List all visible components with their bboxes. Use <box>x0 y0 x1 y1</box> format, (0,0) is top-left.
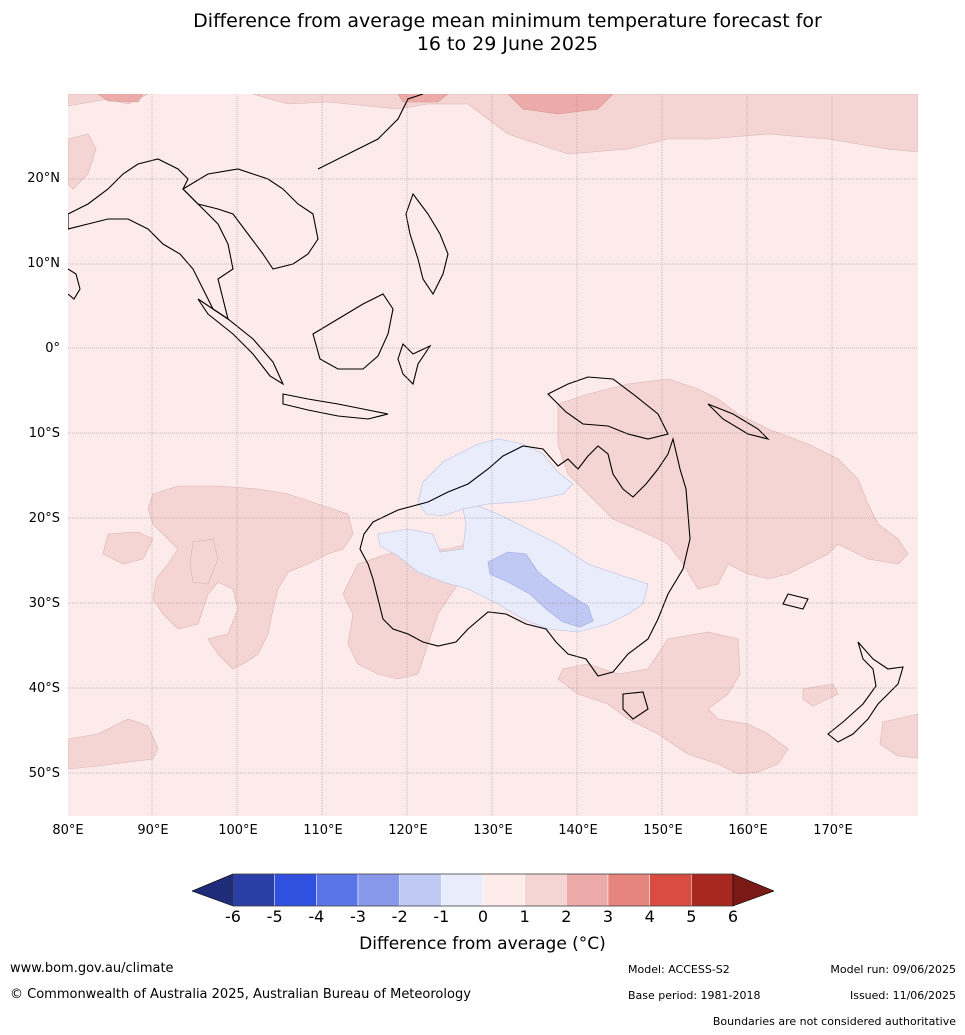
lat-label-10n: 10°N <box>27 256 60 271</box>
lon-label-150e: 150°E <box>643 823 683 838</box>
colorbar-tick-label: -3 <box>350 907 366 926</box>
copyright-text: © Commonwealth of Australia 2025, Austra… <box>10 987 471 1002</box>
model-run-text: Model run: 09/06/2025 <box>830 963 956 976</box>
colorbar-tick-label: -5 <box>266 907 283 926</box>
coastline-sulawesi <box>397 342 432 386</box>
anomaly-region <box>557 631 789 775</box>
coastline-tasmania <box>622 691 649 720</box>
colorbar-bin <box>607 873 650 907</box>
colorbar-bin <box>232 873 275 907</box>
lon-label-90e: 90°E <box>137 823 169 838</box>
coastline-new-zealand <box>827 641 904 743</box>
anomaly-minus2-to-minus1-regions <box>487 551 594 628</box>
lon-label-80e: 80°E <box>52 823 84 838</box>
anomaly-region <box>557 378 909 590</box>
colorbar-tick-label: 1 <box>519 907 530 926</box>
lat-label-10s: 10°S <box>28 426 60 441</box>
anomaly-region <box>487 551 594 628</box>
lat-label-20n: 20°N <box>27 171 60 186</box>
colorbar-tick-label: -2 <box>391 907 408 926</box>
colorbar-bins <box>232 873 734 907</box>
colorbar-bin <box>316 873 359 907</box>
title-line-1: Difference from average mean minimum tem… <box>193 10 822 32</box>
coastline-borneo <box>312 293 394 370</box>
colorbar-bin <box>691 873 734 907</box>
colorbar-tick-label: 5 <box>686 907 697 926</box>
colorbar-bin <box>649 873 692 907</box>
title-line-2: 16 to 29 June 2025 <box>416 33 599 55</box>
colorbar-tick-label: -1 <box>433 907 450 926</box>
model-text: Model: ACCESS-S2 <box>628 963 730 976</box>
anomaly-region <box>802 683 839 707</box>
forecast-map <box>68 94 918 816</box>
coastline-mainland-asia <box>68 158 234 321</box>
lat-label-50s: 50°S <box>28 766 60 781</box>
colorbar-tick-label: 6 <box>727 907 739 926</box>
colorbar-tick-label: -6 <box>225 907 241 926</box>
lon-label-100e: 100°E <box>218 823 258 838</box>
colorbar-bin <box>399 873 442 907</box>
base-period-text: Base period: 1981-2018 <box>628 989 761 1002</box>
anomaly-region <box>68 718 159 770</box>
map-title: Difference from average mean minimum tem… <box>0 10 965 56</box>
anomaly-region <box>189 538 219 585</box>
anomaly-region <box>102 531 154 565</box>
lon-label-130e: 130°E <box>473 823 513 838</box>
anomaly-region <box>417 438 574 517</box>
lon-label-170e: 170°E <box>813 823 853 838</box>
website-link[interactable]: www.bom.gov.au/climate <box>10 961 174 976</box>
anomaly-region <box>507 94 614 115</box>
issued-text: Issued: 11/06/2025 <box>849 989 956 1002</box>
colorbar-bin <box>357 873 400 907</box>
colorbar-tick-label: -4 <box>308 907 325 926</box>
anomaly-region <box>97 94 144 103</box>
graticule <box>68 94 918 816</box>
anomaly-region <box>397 94 449 103</box>
colorbar-label: Difference from average (°C) <box>359 934 606 954</box>
coastline-africa-edge <box>68 268 81 300</box>
colorbar-under-arrow <box>192 873 234 907</box>
coastline-java <box>282 393 389 420</box>
coastline-philippines <box>405 192 449 296</box>
coastline-china <box>317 94 424 170</box>
lat-label-20s: 20°S <box>28 511 60 526</box>
colorbar-bin <box>566 873 609 907</box>
coastline-australia <box>359 436 691 677</box>
lat-label-30s: 30°S <box>28 596 60 611</box>
anomaly-region <box>879 713 918 759</box>
lon-label-120e: 120°E <box>388 823 428 838</box>
colorbar-tick-label: 4 <box>644 907 655 926</box>
colorbar-bin <box>524 873 567 907</box>
anomaly-2-to-3-regions <box>97 94 614 115</box>
colorbar-bin <box>482 873 525 907</box>
lat-label-40s: 40°S <box>28 681 60 696</box>
coastline-new-caledonia <box>782 593 809 610</box>
coastline-new-guinea <box>547 376 669 440</box>
colorbar-bin <box>274 873 317 907</box>
coastline-solomon-islands <box>707 403 770 441</box>
lon-label-160e: 160°E <box>728 823 768 838</box>
lon-label-140e: 140°E <box>558 823 598 838</box>
anomaly-region <box>252 94 918 155</box>
lon-label-110e: 110°E <box>303 823 343 838</box>
boundaries-note: Boundaries are not considered authoritat… <box>712 1015 956 1028</box>
colorbar-tick-label: 3 <box>602 907 614 926</box>
colorbar-bin <box>441 873 484 907</box>
coastline-sumatra <box>197 298 285 386</box>
coastlines <box>68 94 904 743</box>
coastline-indochina <box>182 168 319 270</box>
anomaly-region <box>147 485 354 670</box>
colorbar-tick-label: 2 <box>561 907 572 926</box>
anomaly-region <box>68 133 97 190</box>
colorbar-over-arrow <box>732 873 774 907</box>
colorbar <box>192 873 774 907</box>
colorbar-tick-label: 0 <box>477 907 489 926</box>
lat-label-0: 0° <box>45 341 60 356</box>
